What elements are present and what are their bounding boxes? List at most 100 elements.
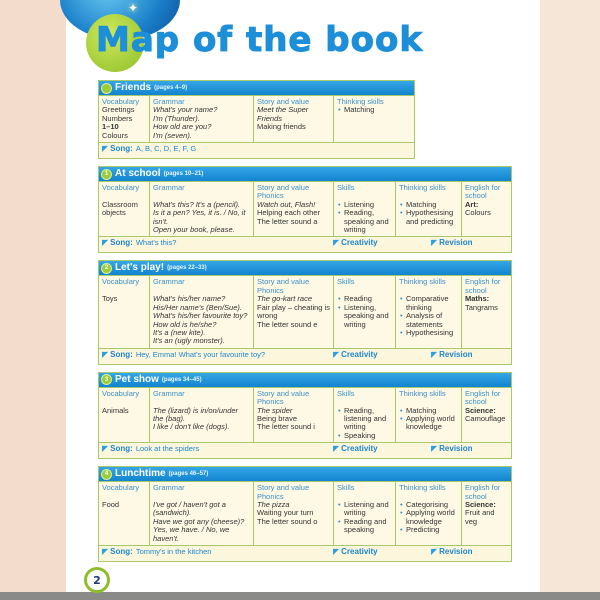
cell-text: Classroom	[102, 199, 138, 209]
column-thinking-skills: Thinking skills CategorisingApplying wor…	[396, 482, 462, 545]
cell-text: 1–10	[102, 122, 119, 132]
bullet-item: Listening and writing	[337, 500, 392, 518]
cell-text: I'm (Thunder).	[153, 113, 200, 123]
bullet-item: Categorising	[399, 500, 458, 510]
revision-link[interactable]: ◤ Revision	[428, 238, 473, 248]
cell-text: I like / don't like (dogs).	[153, 422, 230, 432]
cell-text: Fruit and veg	[465, 508, 495, 526]
cell-text: The letter sound e	[257, 319, 318, 329]
revision-link[interactable]: ◤ Revision	[428, 547, 473, 556]
cell-text: Food	[102, 499, 120, 509]
column-thinking-skills: Thinking skills Comparative thinkingAnal…	[396, 276, 462, 348]
unit-number-badge: 1	[101, 168, 112, 180]
song-link[interactable]: ◤ Song: What's this?	[99, 238, 177, 248]
unit-body: Vocabulary Classroom objects Grammar What'…	[99, 182, 511, 237]
song-label: Song:	[110, 547, 133, 556]
column-grammar: Grammar What's this? It's a (pencil). Is …	[150, 182, 254, 237]
title-circle-decoration	[86, 14, 144, 72]
unit-title: Let's play!	[115, 262, 165, 274]
column-header: English for school	[465, 277, 501, 295]
column-english-for-school: English for school Science: Camouflage	[462, 388, 511, 442]
unit-header: 2 Let's play! (pages 22–33)	[99, 261, 511, 277]
column-header: Thinking skills	[399, 183, 446, 193]
unit-body: Vocabulary Toys Grammar What's his/her na…	[99, 276, 511, 348]
creativity-link[interactable]: ◤ Creativity	[330, 349, 378, 359]
triangle-flag-icon: ◤	[102, 238, 109, 248]
column-header: Thinking skills	[337, 97, 384, 106]
unit-footer: ◤ Song: A, B, C, D, E, F, G	[99, 142, 414, 159]
cell-text: Have we got any (cheese)?	[153, 516, 245, 526]
column-thinking-skills: Thinking skillsMatching	[334, 96, 414, 142]
song-link[interactable]: ◤ Song: Look at the spiders	[99, 444, 200, 454]
cell-text: Colours	[102, 130, 128, 140]
cell-text: Colours	[465, 208, 491, 218]
cell-text: Being brave	[257, 413, 298, 423]
column-story-and-value-phonics: Story and value Phonics The pizza Waiting …	[254, 482, 334, 545]
cell-text: Open your book, please.	[153, 225, 235, 235]
unit-number-badge: 4	[101, 468, 112, 480]
cell-text: What's his/her name?	[153, 294, 226, 304]
column-story-and-value-phonics: Story and value Phonics Watch out, Flash!…	[254, 182, 334, 237]
cell-text: The go-kart race	[257, 294, 313, 304]
song-label: Song:	[110, 144, 133, 154]
unit-pet-show: 3 Pet show (pages 34–45) Vocabulary Animals…	[98, 371, 512, 460]
song-link[interactable]: ◤ Song: A, B, C, D, E, F, G	[99, 144, 196, 154]
creativity-label: Creativity	[341, 547, 378, 556]
column-header: Thinking skills	[399, 483, 446, 493]
unit-header: Friends (pages 4–9)	[99, 81, 414, 96]
triangle-flag-icon: ◤	[333, 238, 340, 248]
cell-text: Friends	[257, 113, 283, 123]
bullet-item: Listening, speaking and writing	[337, 303, 392, 329]
bullet-item: Reading	[337, 294, 392, 304]
column-header: Story and value Phonics	[257, 277, 310, 295]
cell-text: Helping each other	[257, 208, 320, 218]
column-header: English for school	[465, 183, 501, 201]
song-link[interactable]: ◤ Song: Hey, Emma! What's your favourite t…	[99, 349, 265, 359]
bullet-item: Hypothesising and predicting	[399, 209, 458, 226]
song-link[interactable]: ◤ Song: Tommy's in the kitchen	[99, 547, 212, 556]
creativity-link[interactable]: ◤ Creativity	[330, 444, 378, 453]
revision-label: Revision	[439, 444, 473, 454]
page-number: 2	[84, 567, 110, 593]
song-title: What's this?	[135, 238, 177, 248]
cell-text: The letter sound o	[257, 516, 318, 526]
column-story-and-value-phonics: Story and value Phonics The go-kart race F…	[254, 276, 334, 348]
column-header: Thinking skills	[399, 388, 446, 398]
creativity-label: Creativity	[341, 238, 378, 248]
creativity-link[interactable]: ◤ Creativity	[330, 547, 378, 556]
cell-text: Numbers	[102, 113, 133, 123]
creativity-link[interactable]: ◤ Creativity	[330, 238, 378, 248]
triangle-flag-icon: ◤	[333, 547, 340, 556]
column-vocabulary: Vocabulary Classroom objects	[99, 182, 150, 237]
cell-text: Science:	[465, 499, 496, 509]
song-title: Tommy's in the kitchen	[135, 547, 212, 556]
column-grammar: Grammar I've got / haven't got a (sandwi…	[150, 482, 254, 545]
revision-link[interactable]: ◤ Revision	[428, 444, 473, 454]
column-header: English for school	[465, 483, 501, 501]
cell-text: The pizza	[257, 499, 290, 509]
cell-text: The letter sound i	[257, 422, 315, 432]
song-title: Look at the spiders	[135, 444, 200, 454]
cell-text: What's this? It's a (pencil).	[153, 199, 241, 209]
triangle-flag-icon: ◤	[333, 349, 340, 359]
triangle-flag-icon: ◤	[431, 238, 438, 248]
column-header: Grammar	[153, 183, 185, 193]
unit-pages: (pages 22–33)	[167, 265, 207, 272]
cell-text: Animals	[102, 405, 129, 415]
unit-header: 4 Lunchtime (pages 46–57)	[99, 467, 511, 483]
revision-link[interactable]: ◤ Revision	[428, 350, 473, 359]
creativity-label: Creativity	[341, 349, 378, 359]
unit-let-s-play: 2 Let's play! (pages 22–33) Vocabulary Toys…	[98, 260, 512, 365]
column-skills: Skills Reading, listening and writingSpe…	[334, 387, 396, 443]
column-story-and-value-phonics: Story and value Phonics The spider Being b…	[254, 387, 334, 443]
column-story-and-value: Story and value Meet the Super Friends Maki…	[254, 96, 334, 143]
column-english-for-school: English for school Maths: Tangrams	[462, 276, 511, 347]
unit-title: Pet show	[115, 373, 159, 385]
column-header: Grammar	[153, 388, 185, 398]
column-header: Skills	[337, 483, 355, 493]
cell-text: His/Her name's (Ben/Sue).	[153, 302, 242, 312]
column-header: Story and value Phonics	[257, 388, 310, 407]
column-header: Vocabulary	[102, 388, 140, 398]
song-label: Song:	[110, 349, 133, 359]
cell-text: Science:	[465, 405, 496, 415]
